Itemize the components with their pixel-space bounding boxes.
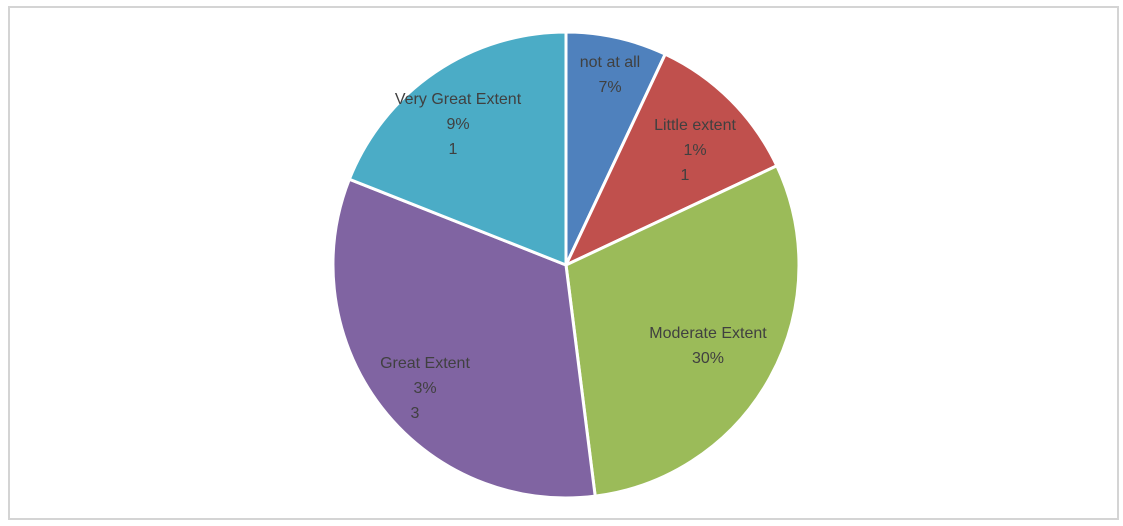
data-label-moderate-extent: Moderate Extent 30% (649, 325, 767, 367)
data-label-line: 30% (692, 350, 724, 367)
data-label-line: 3 (411, 405, 420, 422)
data-label-little-extent: Little extent 1% 1 (654, 117, 736, 184)
pie-slice-not-at-all (564, 30, 667, 267)
pie-slices (331, 30, 801, 500)
data-label-line: 1 (681, 167, 690, 184)
pie-slice-moderate-extent (564, 164, 801, 498)
data-label-not-at-all: not at all 7% (580, 54, 640, 96)
data-label-line: 1% (683, 142, 706, 159)
pie-labels: not at all 7% Little extent 1% 1 Moderate Ext… (380, 54, 767, 422)
data-label-line: Moderate Extent (649, 325, 767, 342)
data-label-line: 9% (446, 116, 469, 133)
pie-slice-little-extent (564, 52, 779, 267)
data-label-line: Little extent (654, 117, 736, 134)
pie-slice-great-extent (331, 177, 597, 500)
data-label-line: Great Extent (380, 355, 470, 372)
data-label-great-extent: Great Extent 3% 3 (380, 355, 470, 422)
pie-slice-very-great-extent (347, 30, 568, 267)
data-label-line: 3% (413, 380, 436, 397)
data-label-very-great-extent: Very Great Extent 9% 1 (395, 91, 522, 158)
data-label-line: not at all (580, 54, 640, 71)
data-label-line: 7% (598, 79, 621, 96)
data-label-line: Very Great Extent (395, 91, 522, 108)
data-label-line: 1 (449, 141, 458, 158)
